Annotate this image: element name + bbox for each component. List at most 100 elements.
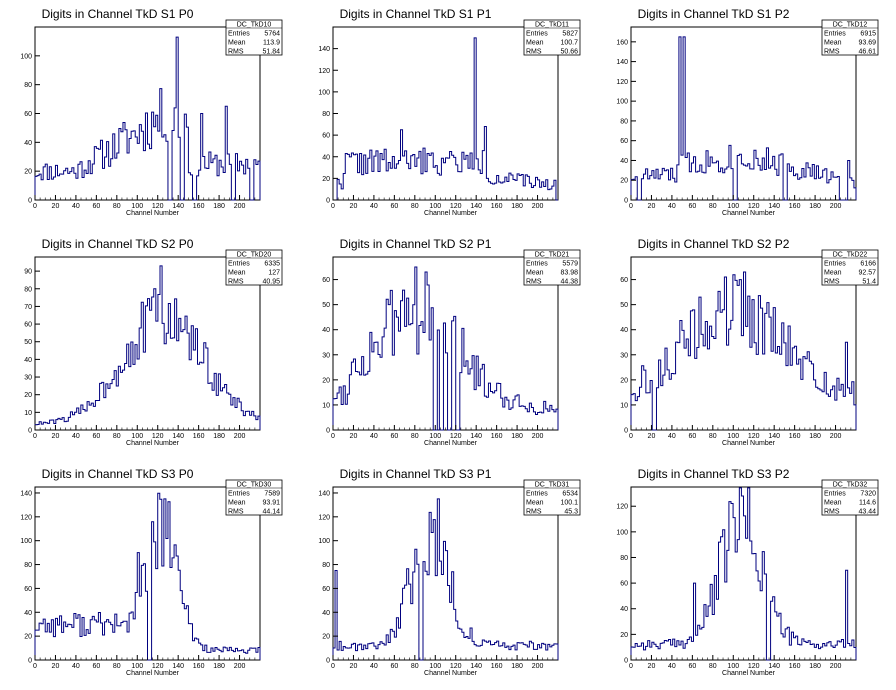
y-tick-label: 0 xyxy=(624,658,628,665)
y-tick-label: 40 xyxy=(620,327,628,334)
x-tick-label: 20 xyxy=(648,203,656,210)
stats-name: DC_TkD30 xyxy=(237,482,272,489)
y-tick-label: 120 xyxy=(20,514,32,521)
y-tick-label: 120 xyxy=(616,504,628,511)
stats-name: DC_TkD20 xyxy=(237,252,272,259)
stats-value: 6915 xyxy=(860,31,876,38)
stats-value: 6534 xyxy=(562,491,578,498)
x-tick-label: 200 xyxy=(234,433,246,440)
x-tick-label: 140 xyxy=(470,203,482,210)
x-tick-label: 140 xyxy=(172,663,184,670)
x-tick-label: 60 xyxy=(390,663,398,670)
stats-value: 5764 xyxy=(264,31,280,38)
histogram-panel: Digits in Channel TkD S2 P00 20 40 60 80 100 1… xyxy=(24,237,283,447)
x-tick-label: 200 xyxy=(234,203,246,210)
histogram-panel: Digits in Channel TkD S1 P0 0 20 40 60 80 100 1… xyxy=(20,7,283,217)
x-tick-label: 40 xyxy=(668,433,676,440)
x-tick-label: 20 xyxy=(52,663,60,670)
x-tick-label: 160 xyxy=(491,433,503,440)
x-tick-label: 200 xyxy=(532,433,544,440)
x-tick-label: 40 xyxy=(668,203,676,210)
x-tick-label: 20 xyxy=(648,663,656,670)
y-tick-label: 70 xyxy=(24,304,32,311)
x-tick-label: 20 xyxy=(350,203,358,210)
x-tick-label: 180 xyxy=(511,203,523,210)
x-tick-label: 0 xyxy=(629,433,633,440)
y-tick-label: 140 xyxy=(616,59,628,66)
x-axis-label: Channel Number xyxy=(722,440,776,447)
y-tick-label: 120 xyxy=(318,514,330,521)
y-tick-label: 10 xyxy=(322,402,330,409)
x-tick-label: 120 xyxy=(748,433,760,440)
y-tick-label: 100 xyxy=(318,89,330,96)
stats-label: Mean xyxy=(228,40,246,47)
y-tick-label: 60 xyxy=(620,277,628,284)
stats-label: Mean xyxy=(228,270,246,277)
stats-value: 7320 xyxy=(860,491,876,498)
x-tick-label: 140 xyxy=(470,663,482,670)
x-tick-label: 120 xyxy=(748,663,760,670)
stats-value: 7589 xyxy=(264,491,280,498)
chart-title: Digits in Channel TkD S3 P2 xyxy=(638,467,790,481)
x-tick-label: 0 xyxy=(33,433,37,440)
x-tick-label: 80 xyxy=(411,663,419,670)
stats-box xyxy=(523,479,581,516)
y-tick-label: 20 xyxy=(620,377,628,384)
x-tick-label: 140 xyxy=(768,663,780,670)
chart-title: Digits in Channel TkD S2 P1 xyxy=(340,237,492,251)
x-tick-label: 180 xyxy=(213,203,225,210)
stats-label: Entries xyxy=(228,491,250,498)
stats-box xyxy=(821,479,879,516)
x-axis-label: Channel Number xyxy=(722,670,776,677)
stats-label: Entries xyxy=(824,31,846,38)
y-tick-label: 90 xyxy=(24,269,32,276)
x-tick-label: 160 xyxy=(789,433,801,440)
x-tick-label: 40 xyxy=(72,433,80,440)
stats-value: 6335 xyxy=(264,261,280,268)
stats-label: Mean xyxy=(526,40,544,47)
y-tick-label: 80 xyxy=(620,555,628,562)
x-tick-label: 60 xyxy=(390,203,398,210)
stats-label: RMS xyxy=(228,509,244,516)
y-tick-label: 140 xyxy=(318,46,330,53)
y-tick-label: 30 xyxy=(24,375,32,382)
histogram-panel: Digits in Channel TkD S3 P0 0 20 40 60 80 100 1… xyxy=(20,467,283,677)
stats-value: 44.14 xyxy=(262,509,280,516)
stats-box xyxy=(225,249,283,286)
y-tick-label: 20 xyxy=(322,377,330,384)
stats-value: 6166 xyxy=(860,261,876,268)
y-tick-label: 60 xyxy=(322,586,330,593)
x-tick-label: 100 xyxy=(131,433,143,440)
y-tick-label: 0 xyxy=(28,658,32,665)
stats-value: 5827 xyxy=(562,31,578,38)
x-tick-label: 200 xyxy=(234,663,246,670)
x-tick-label: 140 xyxy=(172,433,184,440)
x-tick-label: 20 xyxy=(350,663,358,670)
stats-box xyxy=(225,19,283,56)
x-tick-label: 180 xyxy=(809,663,821,670)
x-tick-label: 80 xyxy=(113,433,121,440)
y-tick-label: 0 xyxy=(624,198,628,205)
y-tick-label: 60 xyxy=(322,133,330,140)
x-tick-label: 60 xyxy=(688,203,696,210)
stats-name: DC_TkD12 xyxy=(833,22,868,29)
y-tick-label: 30 xyxy=(322,352,330,359)
histogram-series xyxy=(333,37,558,201)
x-tick-label: 120 xyxy=(152,203,164,210)
x-tick-label: 160 xyxy=(789,203,801,210)
stats-label: Mean xyxy=(526,270,544,277)
x-tick-label: 100 xyxy=(429,203,441,210)
y-tick-label: 20 xyxy=(322,176,330,183)
x-axis-label: Channel Number xyxy=(126,210,180,217)
histogram-panel: Digits in Channel TkD S1 P2 0 20 40 60 80 100 1… xyxy=(616,7,879,217)
stats-label: Entries xyxy=(824,261,846,268)
x-tick-label: 160 xyxy=(193,433,205,440)
y-tick-label: 100 xyxy=(616,99,628,106)
x-tick-label: 160 xyxy=(193,663,205,670)
y-tick-label: 20 xyxy=(24,169,32,176)
y-tick-label: 40 xyxy=(620,606,628,613)
y-tick-label: 20 xyxy=(24,392,32,399)
histogram-series xyxy=(34,492,261,661)
stats-label: RMS xyxy=(526,279,542,286)
stats-value: 92.57 xyxy=(858,270,876,277)
